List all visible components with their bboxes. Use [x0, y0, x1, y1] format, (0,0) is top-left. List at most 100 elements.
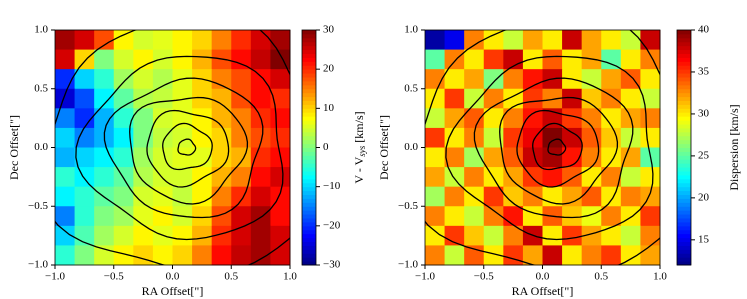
- heatmap-cell: [133, 147, 154, 168]
- heatmap-cell: [133, 69, 154, 90]
- heatmap-cell: [640, 206, 661, 227]
- heatmap-cell: [601, 108, 622, 129]
- x-tick-label: 0.5: [594, 271, 608, 283]
- x-axis-label: RA Offset["]: [512, 284, 574, 298]
- colorbar-segment: [677, 69, 691, 74]
- colorbar-segment: [302, 210, 316, 215]
- heatmap-cell: [152, 30, 173, 51]
- heatmap-cell: [152, 108, 173, 129]
- colorbar-segment: [302, 147, 316, 152]
- colorbar-segment: [677, 194, 691, 199]
- x-tick-label: 0.5: [224, 271, 238, 283]
- heatmap-cell: [113, 147, 134, 168]
- colorbar-segment: [677, 245, 691, 250]
- heatmap-cell: [425, 167, 446, 188]
- colorbar-segment: [302, 92, 316, 98]
- x-tick-label: 1.0: [283, 271, 297, 283]
- heatmap-cell: [464, 147, 485, 168]
- colorbar-tick-label: −30: [323, 259, 341, 271]
- colorbar-segment: [302, 221, 316, 227]
- heatmap-cell: [133, 49, 154, 70]
- contour: [473, 77, 634, 219]
- heatmap-cell: [542, 245, 563, 266]
- heatmap-cell: [211, 108, 232, 129]
- heatmap-cell: [640, 245, 661, 266]
- colorbar-segment: [302, 229, 316, 235]
- heatmap-cell: [581, 88, 602, 109]
- heatmap-cell: [503, 108, 524, 129]
- colorbar-tick-label: 30: [698, 107, 710, 119]
- colorbar-tick-label: 15: [698, 233, 710, 245]
- heatmap-cell: [74, 30, 95, 51]
- heatmap-cell: [113, 186, 134, 207]
- heatmap-cell: [601, 49, 622, 70]
- y-tick-label: −1.0: [28, 259, 48, 271]
- contour: [103, 77, 264, 219]
- heatmap-cell: [464, 49, 485, 70]
- heatmap-cell: [444, 186, 465, 207]
- heatmap-cell: [133, 108, 154, 129]
- heatmap-cell: [113, 108, 134, 129]
- colorbar-segment: [302, 69, 316, 74]
- heatmap-cell: [55, 206, 76, 227]
- colorbar-tick-label: 40: [698, 24, 710, 36]
- colorbar-segment: [302, 77, 316, 82]
- heatmap-cell: [483, 69, 504, 90]
- colorbar-segment: [302, 171, 316, 176]
- y-tick-label: −0.5: [28, 200, 48, 212]
- heatmap-cell: [231, 69, 252, 90]
- heatmap-cell: [522, 49, 543, 70]
- colorbar-segment: [302, 112, 316, 117]
- heatmap-cell: [464, 88, 485, 109]
- heatmap-cell: [152, 206, 173, 227]
- colorbar-segment: [677, 237, 691, 242]
- heatmap-cell: [270, 69, 291, 90]
- y-axis-label: Dec Offset["]: [7, 115, 21, 180]
- contour: [55, 30, 290, 265]
- heatmap-cell: [581, 206, 602, 227]
- colorbar-segment: [302, 261, 316, 266]
- contour: [425, 30, 660, 265]
- colorbar-segment: [302, 100, 316, 105]
- colorbar-segment: [302, 167, 316, 172]
- heatmap-cell: [94, 88, 115, 109]
- heatmap-cell: [503, 167, 524, 188]
- colorbar-segment: [302, 225, 316, 231]
- heatmap-cell: [192, 167, 213, 188]
- x-tick-label: 0.0: [166, 271, 180, 283]
- colorbar-segment: [302, 249, 316, 254]
- heatmap-cell: [425, 88, 446, 109]
- colorbar-segment: [302, 127, 316, 133]
- heatmap-cell: [503, 206, 524, 227]
- heatmap-cell: [211, 245, 232, 266]
- heatmap-cell: [601, 69, 622, 90]
- colorbar-tick-label: 25: [698, 149, 710, 161]
- heatmap-cell: [444, 225, 465, 246]
- colorbar-segment: [302, 257, 316, 262]
- colorbar-segment: [677, 33, 691, 39]
- heatmap-cell: [250, 88, 271, 109]
- heatmap-cell: [113, 225, 134, 246]
- heatmap-cell: [74, 225, 95, 246]
- heatmap-cell: [483, 167, 504, 188]
- heatmap-cell: [133, 127, 154, 148]
- contour: [547, 138, 567, 156]
- colorbar-segment: [677, 241, 691, 246]
- colorbar-segment: [302, 84, 316, 90]
- heatmap-cell: [172, 49, 193, 70]
- colorbar-segment: [677, 253, 691, 258]
- colorbar-segment: [677, 249, 691, 254]
- colorbar-label-part: V - V: [352, 156, 366, 183]
- colorbar-segment: [302, 104, 316, 109]
- heatmap-cell: [503, 147, 524, 168]
- heatmap-cell: [503, 49, 524, 70]
- heatmap-cell: [522, 206, 543, 227]
- colorbar-segment: [677, 147, 691, 152]
- contour: [177, 138, 197, 156]
- colorbar-segment: [677, 151, 691, 156]
- heatmap-cell: [250, 225, 271, 246]
- colorbar-segment: [302, 139, 316, 145]
- heatmap-cell: [640, 225, 661, 246]
- heatmap-cell: [231, 49, 252, 70]
